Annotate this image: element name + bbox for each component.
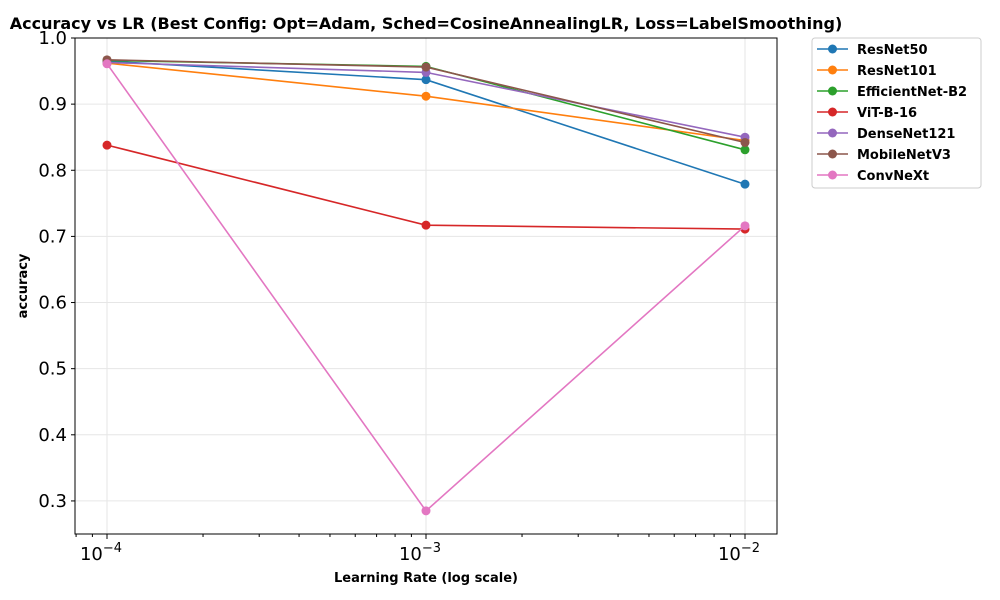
plot-series xyxy=(102,55,750,516)
y-tick-label: 0.3 xyxy=(38,491,67,512)
x-tick-label: 10−2 xyxy=(718,541,760,565)
chart-title: Accuracy vs LR (Best Config: Opt=Adam, S… xyxy=(10,14,843,33)
data-point xyxy=(421,62,431,72)
y-tick-label: 0.8 xyxy=(38,160,67,181)
y-tick-label: 1.0 xyxy=(38,28,67,49)
data-point xyxy=(421,75,431,85)
axes: 0.3 0.4 0.5 0.6 0.7 0.8 0.9 1.0 10−4 10−3 10−2 xyxy=(38,28,760,565)
data-point xyxy=(740,145,750,155)
data-point xyxy=(740,137,750,147)
data-point xyxy=(421,91,431,101)
y-tick-label: 0.4 xyxy=(38,425,67,446)
x-tick-label: 10−4 xyxy=(80,541,122,565)
legend-label: ViT-B-16 xyxy=(857,106,917,121)
data-point xyxy=(740,179,750,189)
data-point xyxy=(421,220,431,230)
y-tick-label: 0.6 xyxy=(38,293,67,314)
legend-marker xyxy=(828,65,837,75)
data-point xyxy=(102,140,112,150)
legend-marker xyxy=(828,86,837,96)
legend-label: ResNet50 xyxy=(857,43,928,58)
x-tick-label: 10−3 xyxy=(399,541,441,565)
legend-label: EfficientNet-B2 xyxy=(857,85,967,100)
data-point xyxy=(740,221,750,231)
y-axis-label: accuracy xyxy=(16,253,31,318)
y-tick-label: 0.7 xyxy=(38,226,67,247)
x-axis-label: Learning Rate (log scale) xyxy=(334,571,518,586)
legend: ResNet50 ResNet101 EfficientNet-B2 ViT-B-16… xyxy=(811,37,982,189)
legend-marker xyxy=(828,44,837,54)
legend-marker xyxy=(828,149,837,159)
y-tick-label: 0.5 xyxy=(38,359,67,380)
legend-marker xyxy=(828,128,837,138)
legend-marker xyxy=(828,170,837,180)
grid xyxy=(75,37,777,534)
data-point xyxy=(421,506,431,516)
legend-label: ResNet101 xyxy=(857,64,937,79)
y-tick-label: 0.9 xyxy=(38,94,67,115)
legend-marker xyxy=(828,107,837,117)
legend-label: DenseNet121 xyxy=(857,127,955,142)
legend-label: MobileNetV3 xyxy=(857,148,951,163)
data-point xyxy=(102,59,112,69)
legend-label: ConvNeXt xyxy=(857,169,929,184)
legend-frame xyxy=(811,37,982,189)
